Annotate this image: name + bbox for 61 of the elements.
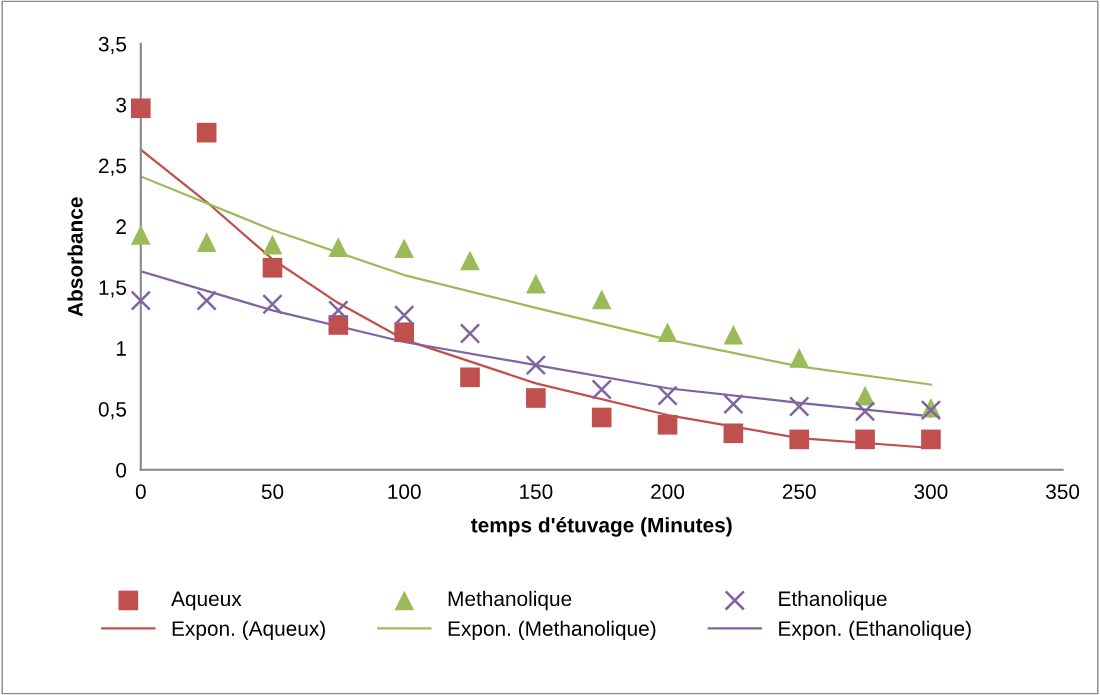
point [262, 257, 283, 278]
point [723, 423, 744, 444]
y-tick-label: 0 [116, 462, 127, 478]
point [526, 273, 546, 294]
point [460, 367, 480, 388]
legend-label: Aqueux [171, 591, 242, 611]
y-axis-title: Absorbance [67, 197, 83, 317]
point [460, 250, 480, 271]
line-series [140, 175, 933, 386]
legend-label: Ethanolique [779, 590, 887, 611]
x-tick-label: 150 [520, 484, 553, 500]
point [788, 396, 810, 417]
x-tick-label: 250 [782, 484, 816, 500]
point [130, 290, 152, 311]
point [657, 322, 678, 343]
x-axis-title: temps d'étuvage (Minutes) [471, 517, 732, 537]
point [394, 238, 414, 259]
x-tick-label: 50 [261, 484, 284, 500]
point [855, 429, 875, 450]
x-tick-label: 300 [914, 484, 948, 500]
point [130, 225, 151, 245]
point [196, 290, 217, 311]
point [459, 323, 481, 344]
point [262, 234, 283, 255]
point [657, 414, 678, 435]
y-tick-label: 1 [116, 341, 126, 356]
legend-label: Methanolique [448, 590, 572, 611]
x-tick-label: 350 [1046, 484, 1080, 500]
point [196, 232, 217, 253]
point [328, 300, 349, 321]
x-tick-label: 100 [388, 484, 421, 500]
y-tick-label: 0,5 [98, 401, 127, 420]
x-tick-label: 200 [651, 484, 685, 500]
point [394, 322, 414, 343]
point [526, 388, 546, 408]
y-tick-label: 2 [116, 219, 126, 234]
point [723, 324, 744, 345]
point [130, 98, 151, 119]
point [591, 407, 612, 428]
y-tick-label: 2,5 [99, 158, 127, 176]
point [789, 429, 810, 450]
legend-label: Expon. (Aqueux) [172, 620, 325, 641]
point [921, 429, 941, 450]
y-tick-label: 3 [116, 97, 126, 113]
point [591, 379, 612, 400]
point [723, 393, 744, 415]
point [591, 289, 612, 310]
point [657, 385, 678, 406]
point [393, 304, 415, 326]
point [196, 122, 217, 143]
y-tick-label: 1,5 [99, 280, 127, 298]
x-tick-label: 0 [135, 484, 146, 500]
point [328, 237, 349, 257]
point [789, 348, 810, 368]
y-tick-label: 3,5 [98, 36, 127, 54]
point [262, 293, 283, 315]
point [525, 354, 547, 376]
legend-label: Expon. (Ethanolique) [779, 620, 971, 641]
point [328, 315, 349, 335]
point [854, 401, 876, 422]
legend-label: Expon. (Methanolique) [448, 620, 656, 641]
